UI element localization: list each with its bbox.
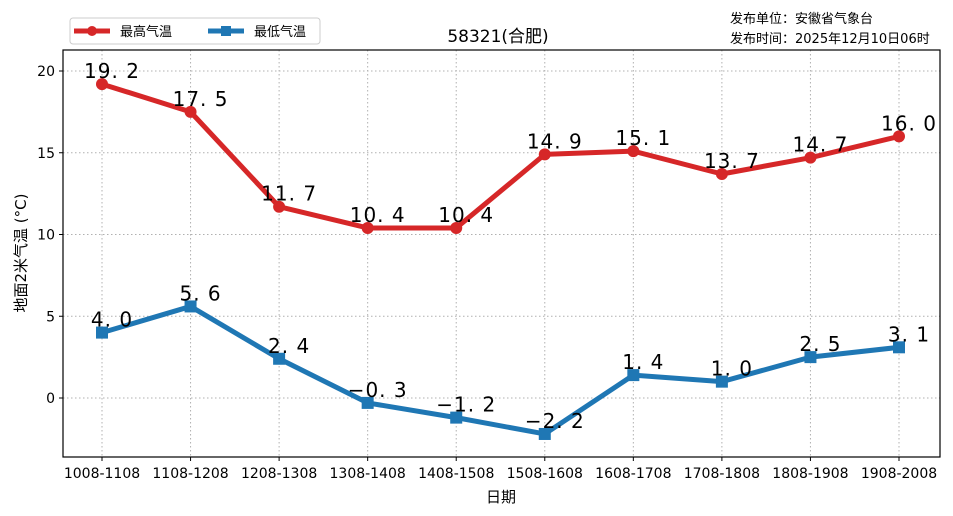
data-point-circle-icon: [361, 221, 374, 234]
legend-circle-icon: [87, 26, 97, 36]
data-label: −0. 3: [348, 378, 408, 402]
data-label: 14. 9: [527, 129, 583, 153]
publish-time-label: 发布时间：2025年12月10日06时: [730, 31, 930, 47]
x-tick-label: 1508-1608: [507, 466, 583, 482]
legend-label-min: 最低气温: [254, 24, 306, 40]
data-label: −1. 2: [436, 393, 496, 417]
plot-frame: [62, 49, 941, 458]
data-point-circle-icon: [273, 200, 286, 213]
data-series: 19. 2 17. 5 11. 7 10. 4 10. 4 14. 9 15. 1 13. 7…: [84, 59, 937, 440]
data-point-circle-icon: [450, 221, 463, 234]
data-label: 1. 0: [711, 357, 753, 381]
x-tick-label: 1308-1408: [330, 466, 406, 482]
y-tick-label: 20: [37, 64, 55, 80]
x-tick-label: 1208-1308: [241, 466, 317, 482]
chart-title: 58321(合肥): [447, 27, 548, 47]
data-point-square-icon: [627, 369, 640, 382]
data-label: 15. 1: [615, 126, 671, 150]
data-label: 14. 7: [792, 133, 848, 157]
data-point-circle-icon: [804, 151, 817, 164]
data-point-square-icon: [715, 375, 728, 388]
data-point-square-icon: [538, 427, 551, 440]
x-tick-label: 1908-2008: [861, 466, 937, 482]
data-label: 5. 6: [179, 281, 221, 305]
data-label: 10. 4: [438, 203, 494, 227]
publisher-label: 发布单位：安徽省气象台: [730, 11, 873, 27]
data-point-square-icon: [273, 352, 286, 365]
data-point-square-icon: [96, 326, 108, 339]
data-label: 1. 4: [622, 350, 664, 374]
data-point-square-icon: [450, 411, 463, 424]
data-label: 2. 4: [268, 334, 310, 358]
data-label: 10. 4: [350, 203, 406, 227]
data-label: 2. 5: [799, 332, 841, 356]
x-tick-label: 1708-1808: [684, 466, 760, 482]
data-label: 3. 1: [888, 322, 930, 346]
x-tick-label: 1408-1508: [418, 466, 494, 482]
y-tick-label: 10: [37, 228, 55, 244]
data-point-circle-icon: [715, 168, 728, 181]
y-axis-label: 地面2米气温 (°C): [12, 194, 30, 313]
x-tick-label: 1108-1208: [152, 466, 228, 482]
x-tick-label: 1608-1708: [595, 466, 671, 482]
data-point-square-icon: [361, 396, 374, 409]
data-label: 13. 7: [704, 149, 760, 173]
data-point-square-icon: [804, 351, 817, 364]
data-label: 17. 5: [173, 87, 229, 111]
data-label: 11. 7: [261, 182, 317, 206]
x-tick-label: 1808-1908: [772, 466, 848, 482]
data-point-circle-icon: [96, 78, 108, 91]
data-point-square-icon: [893, 341, 905, 354]
data-label: 4. 0: [91, 308, 133, 332]
series-line: [101, 303, 900, 437]
x-tick-label: 1008-1108: [64, 466, 140, 482]
data-point-square-icon: [184, 300, 197, 313]
data-point-circle-icon: [627, 145, 640, 158]
x-axis-label: 日期: [486, 488, 516, 506]
series-line: [101, 81, 900, 231]
data-point-circle-icon: [184, 105, 197, 118]
axis-ticks: 1008-1108 1108-1208 1208-1308 1308-1408 1408…: [37, 64, 937, 482]
data-label: 16. 0: [881, 111, 937, 135]
y-tick-label: 15: [37, 146, 55, 162]
legend: 最高气温 最低气温: [69, 17, 321, 45]
data-point-circle-icon: [893, 130, 905, 143]
legend-box: [69, 17, 321, 45]
data-point-circle-icon: [538, 148, 551, 161]
data-label: −2. 2: [525, 409, 585, 433]
legend-square-icon: [221, 26, 231, 36]
legend-label-max: 最高气温: [120, 24, 172, 40]
data-label: 19. 2: [84, 59, 140, 83]
y-tick-label: 5: [46, 309, 55, 325]
y-tick-label: 0: [46, 391, 55, 407]
